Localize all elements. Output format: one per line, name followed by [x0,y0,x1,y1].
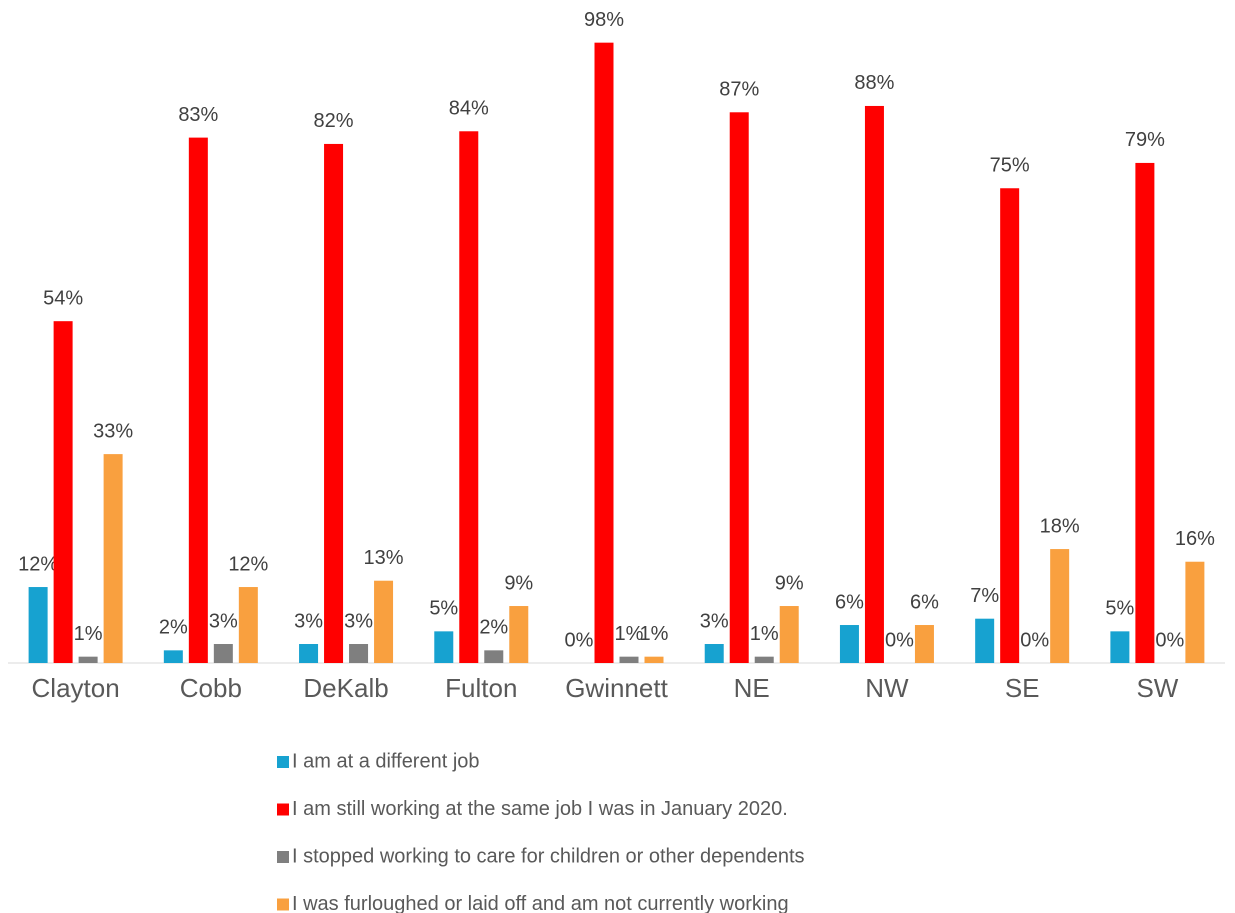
bar [644,656,664,663]
value-label: 75% [990,155,1030,177]
bar [103,454,123,663]
bar [78,656,98,663]
bar [594,42,614,664]
value-label: 83% [178,104,218,126]
x-tick-label: Cobb [180,673,242,703]
bar [53,321,73,663]
bar [28,587,48,663]
legend-label: I am still working at the same job I was… [292,798,788,820]
bar [864,105,884,663]
bar [1050,549,1070,663]
x-tick-label: SE [1005,673,1040,703]
x-tick-label: Gwinnett [565,673,668,703]
bar [213,644,233,663]
bar [509,606,529,663]
value-label: 2% [479,617,508,639]
legend-swatch [277,898,289,911]
value-label: 1% [74,623,103,645]
value-label: 3% [344,610,373,632]
value-label: 3% [294,610,323,632]
bar [619,656,639,663]
value-label: 0% [1155,629,1184,651]
bar [754,656,774,663]
value-label: 1% [640,623,669,645]
value-label: 5% [1105,598,1134,620]
bar [1000,188,1020,663]
value-label: 16% [1175,528,1215,550]
value-label: 2% [159,617,188,639]
bar [1185,561,1205,663]
legend-label: I was furloughed or laid off and am not … [292,893,789,913]
value-label: 7% [970,585,999,607]
value-label: 0% [565,629,594,651]
bar [238,587,258,663]
x-tick-label: NW [865,673,909,703]
bar [459,131,479,663]
x-tick-label: Clayton [32,673,120,703]
value-label: 3% [209,610,238,632]
value-label: 88% [854,72,894,94]
value-label: 82% [314,110,354,132]
value-label: 54% [43,287,83,309]
value-label: 33% [93,420,133,442]
value-label: 1% [615,623,644,645]
value-label: 13% [364,547,404,569]
x-tick-label: DeKalb [303,673,388,703]
value-label: 9% [504,572,533,594]
legend-label: I stopped working to care for children o… [292,845,805,867]
bar [434,631,454,663]
bar [1135,162,1155,663]
value-label: 3% [700,610,729,632]
value-label: 87% [719,79,759,101]
bar [729,112,749,664]
value-label: 9% [775,572,804,594]
bar [163,650,183,663]
bar [975,618,995,663]
bar [484,650,504,663]
bar [349,644,369,663]
x-tick-label: NE [734,673,770,703]
bar [914,625,934,663]
bar [1110,631,1130,663]
legend-swatch [277,803,289,816]
legend-label: I am at a different job [292,750,480,772]
value-label: 18% [1040,515,1080,537]
x-tick-label: SW [1136,673,1178,703]
bar [299,644,319,663]
bar [188,137,208,664]
legend-swatch [277,851,289,863]
value-label: 6% [910,591,939,613]
bar [324,143,344,663]
value-label: 0% [885,629,914,651]
value-label: 98% [584,9,624,31]
bar [704,644,724,663]
legend-swatch [277,756,289,768]
value-label: 12% [228,553,268,575]
value-label: 5% [429,598,458,620]
value-label: 84% [449,98,489,120]
value-label: 12% [18,553,58,575]
value-label: 1% [750,623,779,645]
bar [779,606,799,663]
x-tick-label: Fulton [445,673,517,703]
value-label: 6% [835,591,864,613]
value-label: 0% [1020,629,1049,651]
value-label: 79% [1125,129,1165,151]
bar [374,580,394,663]
bar [839,625,859,663]
